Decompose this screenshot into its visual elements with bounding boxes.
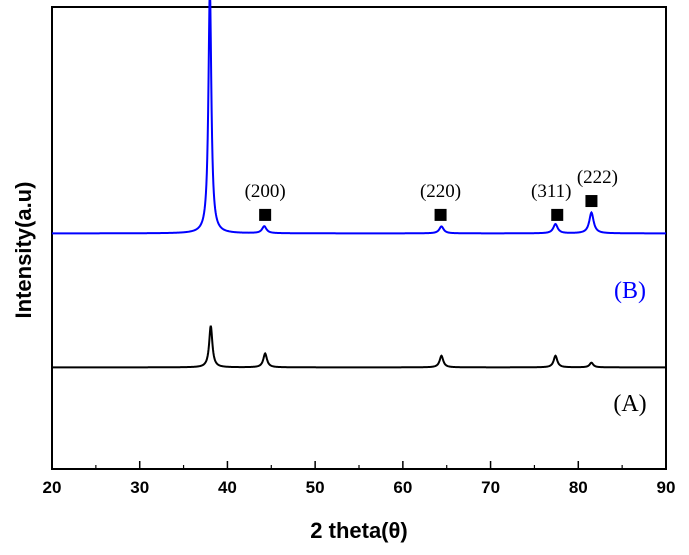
series-line	[52, 325, 666, 369]
x-tick-label: 50	[306, 478, 325, 497]
series-layer	[52, 0, 666, 369]
series-line	[52, 0, 666, 235]
peak-marker	[585, 195, 598, 208]
peak-label: (220)	[420, 181, 461, 202]
x-tick-label: 30	[130, 478, 149, 497]
series-label: (A)	[613, 391, 646, 417]
x-tick-label: 40	[218, 478, 237, 497]
y-axis-title: Intensity(a.u)	[11, 182, 36, 319]
x-axis-title: 2 theta(θ)	[310, 518, 407, 543]
x-axis-tick-labels: 20 30 40 50 60 70 80 90	[43, 478, 676, 497]
x-tick-label: 70	[481, 478, 500, 497]
plot-frame	[51, 6, 667, 470]
peak-label: (200)	[245, 181, 286, 202]
x-tick-label: 80	[569, 478, 588, 497]
x-tick-label: 60	[393, 478, 412, 497]
series-label-layer: (A) (B)	[613, 278, 646, 417]
peak-marker	[259, 208, 272, 221]
x-tick-label: 90	[657, 478, 676, 497]
peak-marker	[434, 208, 447, 221]
peak-marker	[551, 208, 564, 221]
annotation-layer: (111)(200)(220)(311)(222)	[245, 167, 618, 221]
series-label: (B)	[614, 278, 646, 304]
peak-label: (222)	[577, 167, 618, 188]
x-axis-ticks	[51, 461, 667, 469]
x-tick-label: 20	[43, 478, 62, 497]
peak-label: (311)	[531, 181, 571, 202]
